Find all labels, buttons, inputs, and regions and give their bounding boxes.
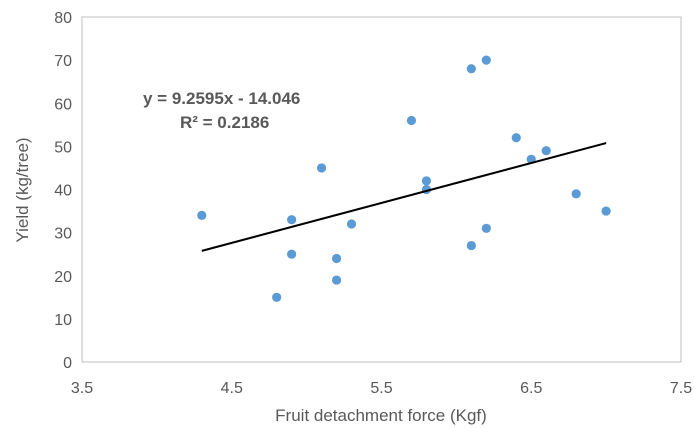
data-point bbox=[287, 215, 297, 225]
data-point bbox=[197, 210, 207, 220]
x-tick-label: 5.5 bbox=[370, 380, 392, 397]
y-tick-label: 40 bbox=[54, 183, 72, 200]
data-point bbox=[317, 163, 327, 173]
data-point bbox=[406, 115, 417, 126]
plot-area-frame bbox=[81, 16, 682, 363]
data-point bbox=[346, 219, 357, 229]
data-point bbox=[331, 275, 342, 285]
data-point bbox=[466, 240, 476, 251]
data-point bbox=[571, 189, 581, 199]
y-tick-label: 70 bbox=[54, 53, 72, 70]
y-tick-label: 30 bbox=[54, 226, 72, 243]
data-point bbox=[481, 223, 491, 233]
data-point bbox=[511, 133, 521, 143]
y-tick-label: 60 bbox=[54, 96, 72, 113]
y-tick-label: 50 bbox=[54, 139, 72, 156]
y-axis-ticks: 0 10 20 30 40 50 60 70 80 bbox=[54, 10, 72, 372]
x-tick-label: 4.5 bbox=[221, 380, 243, 397]
trendline bbox=[201, 142, 607, 252]
data-point bbox=[272, 292, 282, 302]
x-axis-title: Fruit detachment force (Kgf) bbox=[275, 406, 487, 425]
data-points bbox=[197, 55, 611, 302]
trendline-equation: y = 9.2595x - 14.046 bbox=[143, 89, 300, 108]
data-point bbox=[601, 206, 611, 216]
y-tick-label: 0 bbox=[63, 355, 72, 372]
x-tick-label: 7.5 bbox=[670, 380, 692, 397]
x-tick-label: 3.5 bbox=[71, 380, 93, 397]
y-axis-title: Yield (kg/tree) bbox=[13, 137, 32, 242]
data-point bbox=[481, 55, 491, 65]
y-tick-label: 20 bbox=[54, 269, 72, 286]
data-point bbox=[287, 249, 297, 259]
y-tick-label: 80 bbox=[54, 10, 72, 27]
data-point bbox=[331, 253, 342, 264]
trendline-r-squared: R² = 0.2186 bbox=[180, 113, 269, 132]
data-point bbox=[541, 146, 551, 156]
data-point bbox=[466, 64, 476, 74]
data-point bbox=[421, 176, 432, 186]
x-tick-label: 6.5 bbox=[520, 380, 542, 397]
x-axis-ticks: 3.5 4.5 5.5 6.5 7.5 bbox=[71, 380, 692, 397]
y-tick-label: 10 bbox=[54, 312, 72, 329]
